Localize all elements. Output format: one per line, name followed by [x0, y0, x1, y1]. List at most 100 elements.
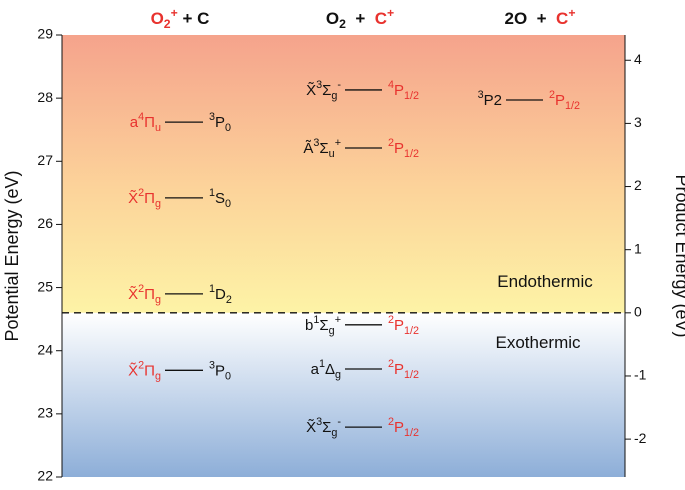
- level-state: X̃2Πg: [128, 359, 161, 382]
- level-product: 2P1/2: [549, 89, 580, 112]
- text-part: Π: [144, 362, 155, 379]
- text-part: Ã: [303, 140, 313, 157]
- text-part: 0: [225, 122, 231, 134]
- text-part: u: [155, 122, 161, 134]
- level-state: a1Δg: [311, 358, 341, 381]
- text-part: +: [335, 314, 341, 326]
- text-part: -: [337, 79, 341, 91]
- text-part: 3: [209, 111, 215, 123]
- y-tick-label: 29: [37, 26, 53, 42]
- level-state: X̃3Σg-: [306, 79, 341, 102]
- text-part: g: [329, 325, 335, 337]
- text-part: Σ: [322, 82, 331, 99]
- text-part: a: [311, 361, 320, 378]
- y2-tick-label: 3: [634, 114, 642, 130]
- text-part: P: [394, 82, 404, 99]
- level-product: 3P0: [209, 359, 231, 382]
- text-part: 4: [388, 79, 394, 91]
- text-part: 1: [313, 314, 319, 326]
- text-part: 3: [478, 89, 484, 101]
- text-part: P: [394, 317, 404, 334]
- text-part: g: [155, 198, 161, 210]
- text-part: 3: [313, 137, 319, 149]
- text-part: 2: [388, 314, 394, 326]
- text-part: P: [394, 140, 404, 157]
- text-part: -: [337, 416, 341, 428]
- text-part: 1/2: [565, 100, 580, 112]
- text-part: g: [155, 294, 161, 306]
- y-axis-title: Potential Energy (eV): [2, 170, 22, 341]
- text-part: Π: [144, 190, 155, 207]
- text-part: 4: [138, 111, 144, 123]
- level-state: b1Σg+: [305, 314, 341, 337]
- level-product: 2P1/2: [388, 314, 419, 337]
- text-part: P2: [484, 92, 502, 109]
- text-part: 2: [138, 187, 144, 199]
- level-product: 3P0: [209, 111, 231, 134]
- text-part: 2: [388, 137, 394, 149]
- text-part: Π: [144, 286, 155, 303]
- level-product: 2P1/2: [388, 137, 419, 160]
- text-part: 1/2: [404, 148, 419, 160]
- text-part: P: [394, 361, 404, 378]
- text-part: 2: [138, 359, 144, 371]
- level-state: X̃2Πg: [128, 187, 161, 210]
- text-part: X̃: [128, 285, 138, 302]
- text-part: 0: [225, 370, 231, 382]
- text-part: 3: [209, 359, 215, 371]
- y-tick-label: 25: [37, 278, 53, 294]
- level-product: 1D2: [209, 283, 232, 306]
- text-part: 1/2: [404, 369, 419, 381]
- text-part: P: [215, 114, 225, 131]
- text-part: 1/2: [404, 90, 419, 102]
- text-part: g: [331, 427, 337, 439]
- level-state: X̃3Σg-: [306, 416, 341, 439]
- y-tick-label: 22: [37, 468, 53, 484]
- text-part: g: [331, 90, 337, 102]
- y2-tick-label: 4: [634, 51, 642, 67]
- text-part: C: [375, 9, 387, 28]
- text-part: 1: [209, 283, 215, 295]
- y-tick-label: 23: [37, 405, 53, 421]
- text-part: 2: [549, 89, 555, 101]
- text-part: P: [394, 419, 404, 436]
- level-state: Ã3Σu+: [303, 137, 341, 160]
- text-part: +: [387, 6, 394, 20]
- level-product: 2P1/2: [388, 358, 419, 381]
- text-part: 2: [388, 358, 394, 370]
- text-part: Σ: [319, 317, 328, 334]
- text-part: Δ: [325, 361, 335, 378]
- text-part: Π: [144, 114, 155, 131]
- text-part: 2: [388, 416, 394, 428]
- text-part: g: [155, 370, 161, 382]
- text-part: Σ: [319, 140, 328, 157]
- y-tick-label: 24: [37, 341, 53, 357]
- text-part: +: [335, 137, 341, 149]
- exothermic-region: [62, 312, 625, 477]
- text-part: 1/2: [404, 427, 419, 439]
- text-part: 3: [316, 416, 322, 428]
- text-part: g: [335, 369, 341, 381]
- text-part: +: [346, 9, 375, 28]
- text-part: 1/2: [404, 325, 419, 337]
- annotation: Endothermic: [497, 272, 593, 291]
- text-part: 2O +: [505, 9, 557, 28]
- y2-tick-label: 1: [634, 240, 642, 256]
- level-product: 1S0: [209, 187, 231, 210]
- level-state: a4Πu: [130, 111, 161, 134]
- text-part: X̃: [306, 81, 316, 98]
- text-part: P: [555, 92, 565, 109]
- text-part: b: [305, 317, 313, 334]
- annotation: Exothermic: [495, 333, 581, 352]
- y2-tick-label: 0: [634, 304, 642, 320]
- y2-axis-title: Product Energy (eV): [672, 174, 685, 337]
- text-part: D: [215, 286, 226, 303]
- level-product: 2P1/2: [388, 416, 419, 439]
- text-part: 2: [339, 17, 346, 31]
- column-header: O2+ + C: [151, 6, 210, 31]
- text-part: u: [329, 148, 335, 160]
- text-part: + C: [178, 9, 210, 28]
- text-part: 0: [225, 198, 231, 210]
- y-tick-label: 26: [37, 215, 53, 231]
